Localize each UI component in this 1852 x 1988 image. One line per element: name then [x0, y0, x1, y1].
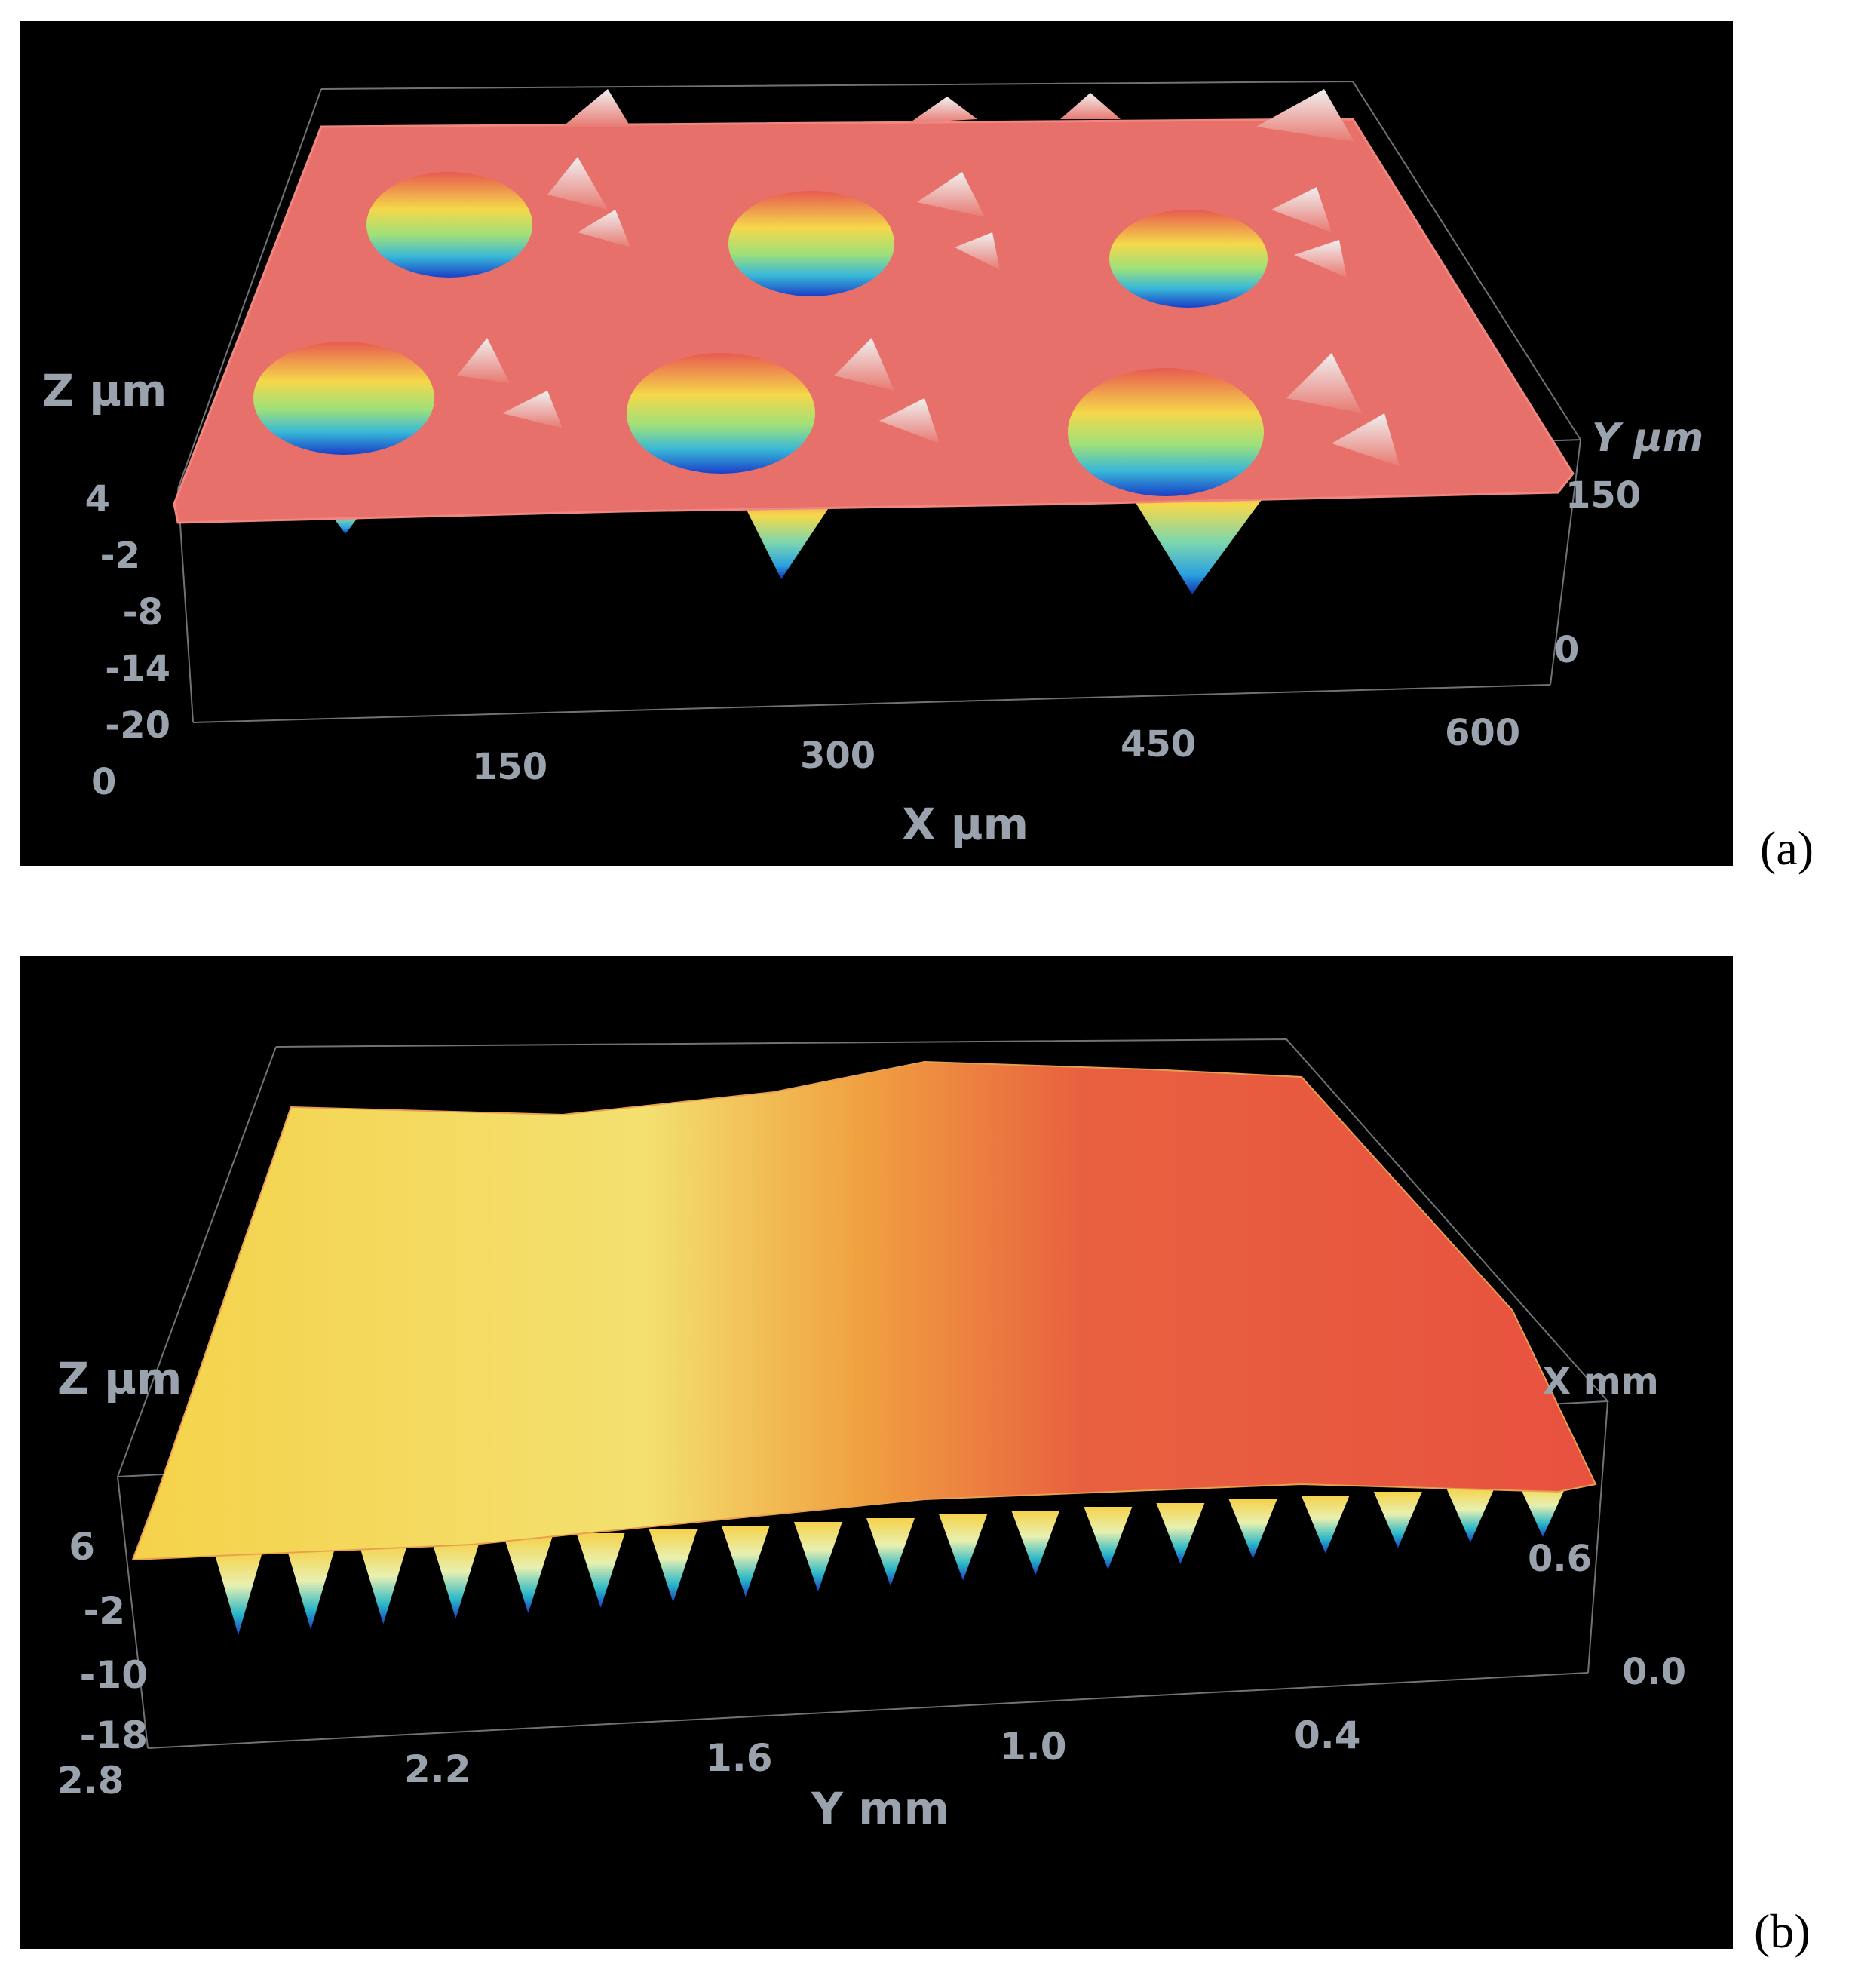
z-tick-a: -2 [100, 535, 140, 577]
depth-spike [866, 1518, 915, 1586]
depth-spike [649, 1529, 698, 1603]
x-axis-title-b: X mm [1543, 1361, 1659, 1403]
y-tick-a: 0 [1554, 629, 1579, 671]
z-axis-title-b: Z µm [57, 1353, 182, 1404]
z-tick-b: -2 [83, 1589, 125, 1633]
y-tick-a: 150 [1565, 474, 1641, 517]
surface-3d-image-a: Z µm 4 -2 -8 -14 -20 0 150 300 450 600 X… [42, 80, 1703, 850]
x-tick-b: 0.0 [1622, 1651, 1686, 1693]
depth-spike [1084, 1507, 1133, 1570]
z-tick-a: -20 [105, 704, 170, 747]
depth-spike [1446, 1488, 1495, 1543]
z-tick-b: -10 [80, 1653, 148, 1697]
craters-a [253, 157, 1400, 496]
y-tick-b: 1.6 [706, 1736, 773, 1780]
x-tick-a: 0 [91, 761, 116, 803]
depth-spike [1519, 1484, 1567, 1537]
y-tick-b: 2.8 [57, 1759, 124, 1802]
depth-spike [1301, 1496, 1350, 1554]
depth-spike [287, 1548, 336, 1630]
surface-3d-image-b: Z µm 6 -2 -10 -18 2.8 2.2 1.6 1.0 0.4 Y … [57, 1038, 1686, 1834]
y-tick-b: 2.2 [404, 1747, 471, 1791]
depth-spikes-b [214, 1484, 1567, 1635]
y-tick-b: 0.4 [1294, 1713, 1361, 1757]
y-axis-title-b: Y mm [811, 1783, 949, 1834]
z-tick-a: -14 [105, 648, 170, 690]
depth-spike [1373, 1492, 1422, 1548]
x-tick-a: 600 [1445, 712, 1520, 754]
z-tick-b: 6 [69, 1525, 95, 1569]
depth-spike [1011, 1511, 1060, 1575]
depth-spike [431, 1541, 480, 1619]
z-tick-a: 4 [85, 478, 110, 520]
depth-spike [214, 1552, 262, 1635]
depth-spike [1228, 1499, 1277, 1559]
z-tick-a: -8 [123, 591, 163, 634]
panel-label-b: (b) [1754, 1904, 1811, 1958]
x-axis-title-a: X µm [902, 799, 1029, 850]
y-tick-b: 1.0 [1000, 1725, 1067, 1769]
panel-label-a: (a) [1760, 821, 1814, 875]
depth-spike [721, 1526, 770, 1597]
depth-spike [576, 1533, 625, 1608]
depth-spike [793, 1522, 842, 1592]
surface-b [131, 1060, 1597, 1561]
depth-spike [939, 1514, 988, 1581]
surface-a [173, 118, 1575, 524]
depth-spike [359, 1545, 408, 1624]
x-tick-a: 450 [1121, 723, 1196, 765]
z-axis-title-a: Z µm [42, 365, 167, 416]
surface-plot-a: Z µm 4 -2 -8 -14 -20 0 150 300 450 600 X… [20, 21, 1733, 866]
x-tick-a: 300 [800, 735, 875, 777]
x-tick-a: 150 [472, 746, 547, 788]
z-tick-b: -18 [80, 1713, 148, 1757]
depth-spike [1156, 1503, 1205, 1565]
x-tick-b: 0.6 [1528, 1538, 1592, 1580]
depth-spike [504, 1537, 553, 1614]
y-axis-title-a: Y µm [1592, 416, 1703, 461]
surface-plot-b: Z µm 6 -2 -10 -18 2.8 2.2 1.6 1.0 0.4 Y … [20, 956, 1733, 1949]
